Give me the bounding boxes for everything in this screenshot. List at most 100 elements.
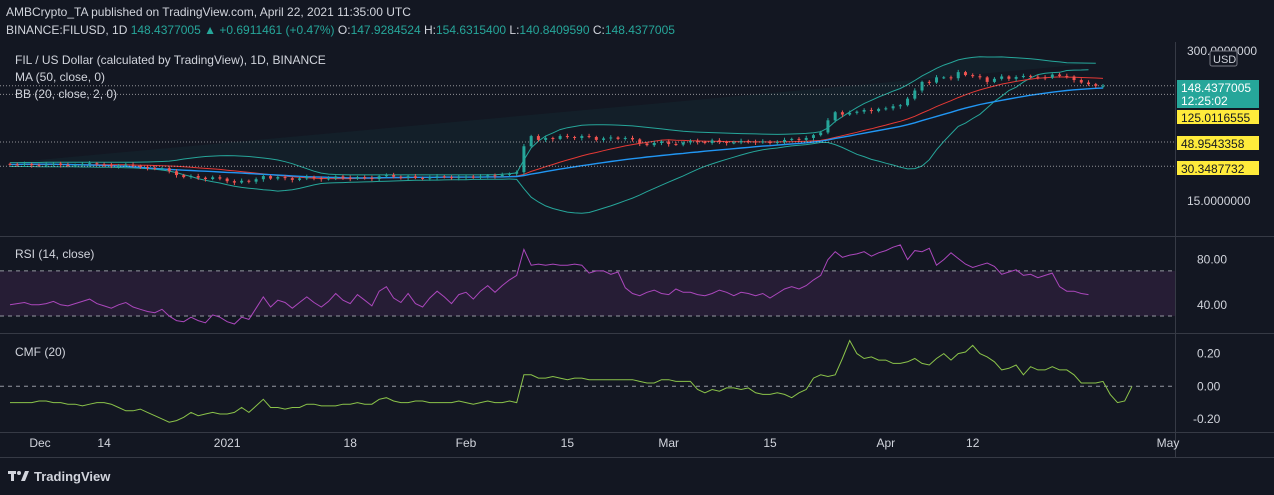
candle-body (594, 137, 598, 140)
candle-body (66, 165, 70, 167)
candle-body (855, 111, 859, 113)
y-tick-label: 15.0000000 (1187, 194, 1251, 208)
candle-body (710, 140, 714, 143)
candle-body (211, 177, 215, 180)
candle-body (739, 140, 743, 143)
candle-body (30, 163, 34, 166)
high-value: 154.6315400 (435, 23, 507, 37)
x-tick-label: Apr (877, 436, 896, 450)
candle-body (22, 163, 26, 165)
cmf-title: CMF (20) (15, 345, 66, 359)
candle-body (203, 177, 207, 180)
candle-body (1000, 76, 1004, 79)
candle-body (196, 176, 200, 178)
candle-body (1072, 76, 1076, 81)
candle-body (59, 163, 63, 166)
chart-header: AMBCrypto_TA published on TradingView.co… (0, 0, 1274, 42)
candle-body (15, 164, 19, 166)
close-value: 148.4377005 (604, 23, 675, 37)
candle-body (261, 176, 265, 180)
candle-body (167, 168, 171, 172)
candle-body (232, 181, 236, 183)
candle-body (884, 108, 888, 110)
candle-body (869, 109, 873, 112)
currency-badge (1209, 50, 1238, 67)
candle-body (298, 178, 302, 180)
candle-body (507, 173, 511, 175)
candle-body (37, 165, 41, 167)
candle-body (652, 142, 656, 146)
ma-legend: MA (50, close, 0) (15, 70, 105, 84)
candle-body (725, 141, 729, 143)
candle-body (1101, 85, 1105, 87)
candle-body (667, 141, 671, 145)
candle-body (421, 177, 425, 179)
publisher-line: AMBCrypto_TA published on TradingView.co… (6, 5, 411, 19)
candle-body (558, 136, 562, 139)
tradingview-brand[interactable]: TradingView (34, 469, 111, 484)
candle-body (927, 81, 931, 83)
candle-body (935, 77, 939, 83)
ohlc-line: BINANCE:FILUSD, 1D 148.4377005 ▲ +0.6911… (6, 23, 675, 37)
cmf-tick-label: 0.00 (1197, 379, 1221, 393)
candle-body (906, 98, 910, 106)
candle-body (826, 120, 830, 133)
x-tick-label: 15 (561, 436, 575, 450)
x-tick-label: 15 (763, 436, 777, 450)
last-price-tag-bg (1177, 80, 1259, 108)
candle-body (949, 77, 953, 79)
level-tag: 30.3487732 (1181, 162, 1245, 176)
candle-body (363, 177, 367, 179)
candle-body (80, 163, 84, 165)
candle-body (848, 112, 852, 115)
candle-body (1079, 80, 1083, 83)
candle-body (761, 141, 765, 143)
candle-body (182, 175, 186, 178)
candle-body (688, 140, 692, 143)
candle-body (956, 72, 960, 79)
candle-body (1029, 75, 1033, 77)
candle-body (189, 176, 193, 178)
symbol-label[interactable]: BINANCE:FILUSD, 1D (6, 23, 128, 37)
candle-body (811, 135, 815, 138)
candle-body (536, 136, 540, 140)
candle-body (1050, 74, 1054, 78)
candle-body (146, 166, 150, 168)
candle-body (963, 72, 967, 76)
candle-body (768, 141, 772, 143)
candle-body (609, 137, 613, 139)
rsi-title: RSI (14, close) (15, 247, 94, 261)
candle-body (464, 176, 468, 178)
candle-body (138, 165, 142, 167)
candle-body (290, 178, 294, 180)
candle-body (819, 132, 823, 136)
candle-body (493, 175, 497, 177)
x-tick-label: Feb (456, 436, 477, 450)
cmf-tick-label: -0.20 (1193, 412, 1221, 426)
candle-body (1036, 76, 1040, 78)
candle-body (1065, 75, 1069, 77)
candle-body (1021, 75, 1025, 78)
candle-body (746, 140, 750, 142)
candle-body (117, 165, 121, 167)
x-tick-label: 2021 (214, 436, 241, 450)
chart-canvas[interactable]: FIL / US Dollar (calculated by TradingVi… (0, 0, 1274, 458)
high-label: H: (423, 23, 436, 37)
rsi-band-fill (0, 270, 1175, 317)
moving-average-line (10, 87, 1104, 179)
bollinger-upper-line (10, 56, 1096, 176)
tradingview-logo-icon (8, 471, 29, 481)
candle-body (985, 77, 989, 82)
candle-body (269, 176, 273, 179)
candle-body (384, 175, 388, 177)
candle-body (225, 178, 229, 182)
candle-body (174, 171, 178, 176)
level-tag: 48.9543358 (1181, 137, 1245, 151)
candle-body (913, 90, 917, 99)
candle-body (616, 137, 620, 139)
candle-body (348, 177, 352, 179)
candle-body (435, 176, 439, 178)
candle-body (486, 175, 490, 177)
open-value: 147.9284524 (350, 23, 421, 37)
candle-body (833, 112, 837, 121)
